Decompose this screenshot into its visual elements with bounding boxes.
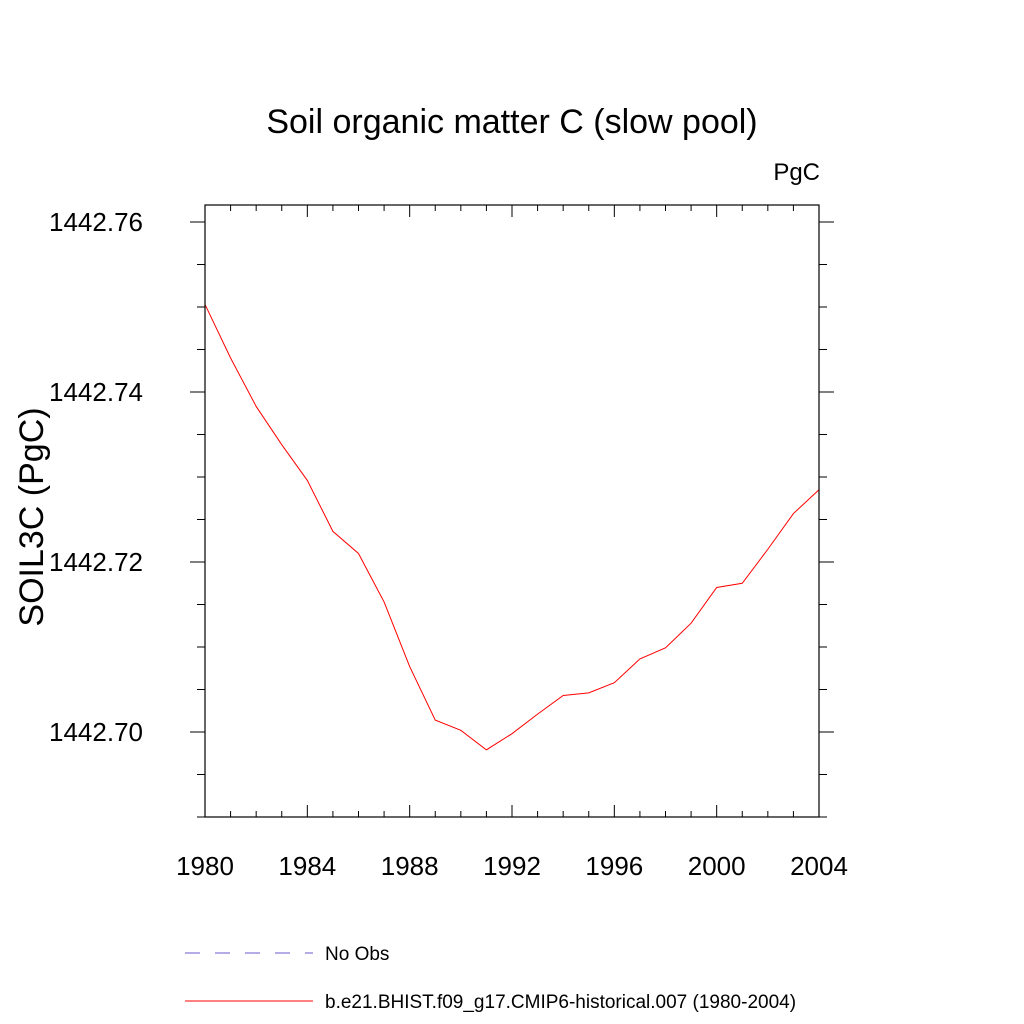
plot-frame — [204, 204, 820, 818]
x-tick-label: 2000 — [688, 851, 746, 881]
x-tick-label: 1984 — [278, 851, 336, 881]
x-tick-label: 2004 — [790, 851, 848, 881]
y-tick-label: 1442.74 — [49, 377, 143, 407]
x-tick-label: 1988 — [381, 851, 439, 881]
axis-ticks — [190, 205, 834, 818]
chart-title: Soil organic matter C (slow pool) — [266, 103, 757, 141]
y-tick-label: 1442.76 — [49, 207, 143, 237]
units-label: PgC — [773, 159, 820, 186]
tick-labels: 1980 1984 1988 1992 1996 2000 2004 1442.70 1442.… — [49, 207, 848, 881]
y-tick-label: 1442.70 — [49, 717, 143, 747]
y-tick-label: 1442.72 — [49, 547, 143, 577]
legend-label-no-obs: No Obs — [325, 944, 389, 965]
x-tick-label: 1992 — [483, 851, 541, 881]
x-tick-label: 1996 — [585, 851, 643, 881]
series-lines — [204, 304, 820, 751]
series-line-1 — [204, 304, 820, 751]
legend-label-historical: b.e21.BHIST.f09_g17.CMIP6-historical.007… — [325, 992, 796, 1013]
legend: No Obs b.e21.BHIST.f09_g17.CMIP6-histori… — [185, 944, 796, 1013]
y-axis-label: SOIL3C (PgC) — [13, 407, 51, 626]
x-tick-label: 1980 — [176, 851, 234, 881]
